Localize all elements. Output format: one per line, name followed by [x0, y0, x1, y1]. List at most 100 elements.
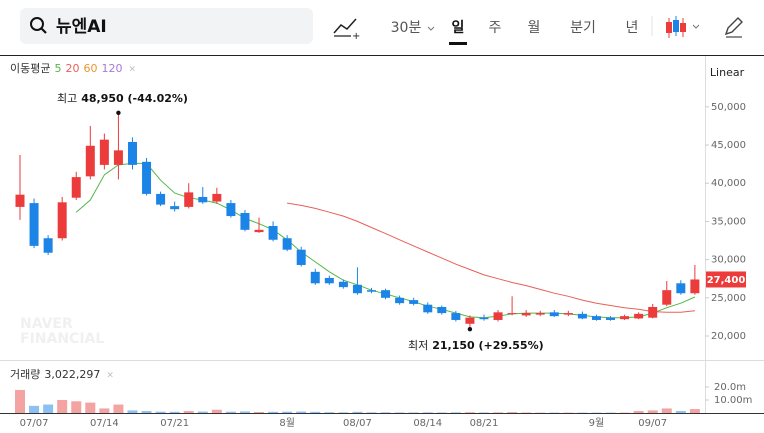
- candle-body: [268, 225, 278, 240]
- volume-bar: [197, 411, 208, 413]
- watermark: NAVER: [20, 316, 73, 332]
- volume-bar: [239, 411, 250, 413]
- period-tab[interactable]: 30분: [391, 20, 422, 36]
- candle-body: [310, 271, 320, 284]
- candle-body: [142, 161, 152, 194]
- volume-bar: [324, 412, 335, 413]
- dropdown-caret: [427, 26, 435, 31]
- candle-body: [549, 312, 559, 317]
- legend-entry: 60: [83, 62, 97, 75]
- volume-bar: [689, 409, 700, 413]
- volume-bar: [647, 410, 658, 413]
- candle-body: [507, 313, 517, 315]
- ma-legend: 이동평균 5 20 60 120: [10, 62, 122, 75]
- draw-icon[interactable]: [724, 17, 743, 38]
- y-tick-label: 50,000: [711, 102, 746, 113]
- volume-bar: [29, 405, 40, 413]
- period-tab[interactable]: 년: [626, 20, 639, 36]
- volume-bar: [408, 412, 419, 413]
- scale-mode[interactable]: Linear: [710, 66, 745, 79]
- x-tick-label: 07/07: [20, 418, 49, 429]
- candle-body: [184, 192, 194, 207]
- volume-bar: [661, 408, 672, 413]
- x-tick-label: 08/07: [343, 418, 372, 429]
- watermark: FINANCIAL: [20, 331, 104, 347]
- volume-bar: [127, 410, 138, 413]
- candle-body: [240, 213, 250, 230]
- volume-legend: 거래량 3,022,297: [10, 368, 100, 381]
- candle-body: [381, 290, 391, 298]
- volume-bar: [338, 412, 349, 413]
- candle-body: [156, 193, 166, 205]
- search-icon: [40, 27, 47, 34]
- candle-body: [451, 313, 461, 320]
- volume-bar: [57, 400, 68, 413]
- price-tag: [706, 271, 746, 288]
- candle-body: [338, 281, 348, 288]
- low-marker: [467, 327, 473, 332]
- legend-entry: 20: [65, 62, 79, 75]
- candle-body: [212, 193, 222, 202]
- period-tab[interactable]: 일: [452, 20, 465, 36]
- candle-body: [620, 316, 630, 320]
- volume-bar: [113, 404, 124, 413]
- ma-line: [287, 202, 695, 313]
- indicator-icon[interactable]: [333, 18, 357, 34]
- close-icon[interactable]: ×: [106, 371, 114, 381]
- volume-bar: [141, 411, 152, 413]
- annotation-value: 48,950 (-44.02%): [81, 92, 188, 105]
- close-icon[interactable]: ×: [128, 65, 136, 75]
- annotation-value: 21,150 (+29.55%): [432, 339, 543, 352]
- candle-body: [577, 313, 587, 319]
- volume-bar: [633, 411, 644, 413]
- candle-body: [493, 312, 503, 320]
- x-tick-label: 9월: [589, 417, 605, 429]
- candle-body: [662, 290, 672, 305]
- volume-bar: [394, 412, 405, 413]
- search-icon: [30, 17, 44, 31]
- volume-bar: [450, 412, 461, 413]
- volume-tick-label: 20.0m: [714, 382, 746, 393]
- candle-body: [563, 313, 573, 315]
- candle-body: [296, 249, 306, 265]
- volume-bar: [436, 412, 447, 413]
- low-annotation: 최저 21,150 (+29.55%): [408, 339, 544, 352]
- candle-body: [57, 202, 67, 239]
- search-text: 뉴엔AI: [56, 17, 107, 37]
- volume-bar: [99, 408, 110, 413]
- high-marker: [116, 110, 121, 116]
- volume-bar: [43, 404, 54, 413]
- candle-body: [71, 177, 81, 198]
- candle-body: [395, 297, 405, 304]
- selected-underline: [449, 42, 467, 45]
- price-tag-label: 27,400: [707, 275, 746, 286]
- volume-bar: [310, 411, 321, 413]
- candle-icon[interactable]: [666, 16, 700, 38]
- ma-title: 이동평균: [10, 62, 50, 75]
- high-annotation: 최고 48,950 (-44.02%): [57, 92, 188, 105]
- candle-body: [634, 313, 644, 319]
- candle-body: [99, 139, 109, 165]
- volume-tick-label: 10.00m: [714, 395, 752, 406]
- candle-body: [409, 300, 419, 304]
- volume-bar: [155, 411, 166, 413]
- candle-body: [479, 317, 489, 320]
- candle-body: [648, 306, 658, 318]
- volume-bar: [352, 411, 363, 413]
- y-tick-label: 40,000: [711, 178, 746, 189]
- candle-body: [226, 203, 236, 217]
- period-tab[interactable]: 주: [489, 20, 502, 36]
- candle-body: [352, 284, 362, 294]
- x-tick-label: 08/14: [413, 418, 442, 429]
- y-tick-label: 25,000: [711, 293, 746, 304]
- search-box[interactable]: [20, 8, 313, 44]
- candle-body: [676, 283, 686, 294]
- volume-bar: [422, 412, 433, 413]
- candle-body: [690, 279, 700, 294]
- volume-bar: [478, 412, 489, 413]
- period-tab[interactable]: 분기: [570, 20, 596, 36]
- candle-body: [15, 194, 25, 207]
- candle-body: [170, 206, 180, 210]
- period-tab[interactable]: 월: [528, 20, 541, 36]
